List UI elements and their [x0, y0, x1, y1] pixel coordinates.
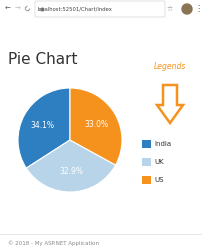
Text: C: C: [24, 5, 32, 13]
Bar: [142, 158, 151, 166]
Wedge shape: [26, 140, 116, 192]
Text: ⋮: ⋮: [194, 4, 202, 14]
Circle shape: [182, 4, 192, 14]
FancyBboxPatch shape: [35, 1, 165, 17]
Text: Pie Chart: Pie Chart: [8, 52, 78, 67]
Text: ☆: ☆: [167, 6, 173, 12]
Text: localhost:52501/Chart/Index: localhost:52501/Chart/Index: [38, 6, 113, 12]
Wedge shape: [18, 88, 70, 168]
Text: ←: ←: [5, 6, 11, 12]
FancyArrow shape: [157, 85, 183, 123]
Wedge shape: [70, 88, 122, 165]
Text: 33.0%: 33.0%: [85, 120, 109, 128]
Text: C3 Charts: C3 Charts: [10, 26, 54, 35]
Text: 34.1%: 34.1%: [31, 120, 55, 130]
Bar: [142, 176, 151, 184]
Text: 32.9%: 32.9%: [59, 167, 83, 176]
Text: © 2018 - My ASP.NET Application: © 2018 - My ASP.NET Application: [8, 240, 99, 246]
Text: US: US: [154, 177, 163, 183]
Text: UK: UK: [154, 159, 164, 165]
Text: →: →: [15, 6, 21, 12]
Text: India: India: [154, 141, 171, 147]
Bar: [142, 140, 151, 148]
Text: Legends: Legends: [154, 62, 186, 71]
